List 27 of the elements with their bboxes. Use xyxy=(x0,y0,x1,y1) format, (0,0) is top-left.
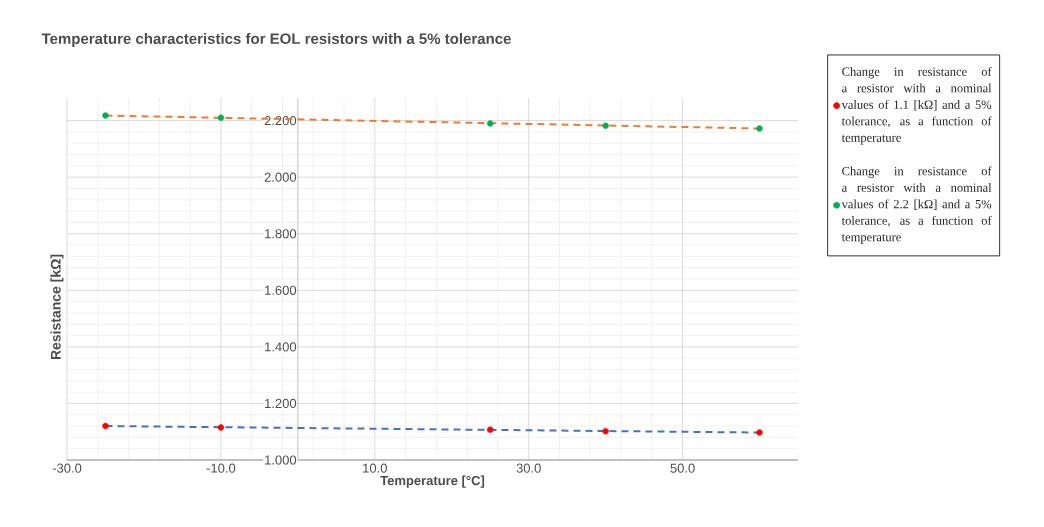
point xyxy=(102,112,109,119)
y-axis-title: Resistance [kΩ] xyxy=(50,254,64,360)
chart-title: Temperature characteristics for EOL resistors with a 5% tolerance xyxy=(41,33,511,47)
point xyxy=(217,424,225,431)
point xyxy=(487,120,494,127)
point xyxy=(602,122,609,129)
x-tick-label: 50.0 xyxy=(670,463,695,473)
y-tick-label: 1.400 xyxy=(265,342,297,352)
point xyxy=(756,429,763,436)
y-tick-label: 1.800 xyxy=(265,229,297,239)
x-tick-label: -10.0 xyxy=(206,463,236,473)
x-tick-label: 30.0 xyxy=(516,463,541,473)
y-tick-label: 2.200 xyxy=(264,116,297,126)
point xyxy=(487,426,494,433)
y-tick-label: 1.000 xyxy=(265,455,297,465)
legend-label: Change in resistance of a resistor with a nominal values of 1.1 [kΩ] and a 5% tolerance, as a function of temperature xyxy=(841,66,992,145)
y-tick-label: 2.000 xyxy=(264,172,297,182)
y-tick-label: 1.200 xyxy=(265,398,297,409)
legend-label: Change in resistance of a resistor with a nominal values of 2.2 [kΩ] and a 5% tolerance, as a function of temperature xyxy=(841,166,992,244)
x-tick-label: 10.0 xyxy=(363,463,387,473)
point xyxy=(102,422,109,430)
y-tick-label: 1.600 xyxy=(265,285,297,295)
point xyxy=(602,427,609,435)
x-tick-label: -30.0 xyxy=(52,463,82,473)
point xyxy=(217,114,225,121)
point xyxy=(756,125,763,132)
x-axis-title: Temperature [°C] xyxy=(380,475,485,488)
